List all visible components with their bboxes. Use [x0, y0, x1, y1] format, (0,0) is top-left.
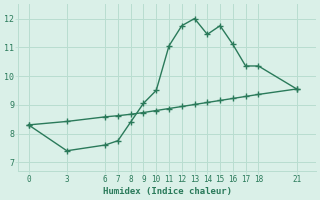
X-axis label: Humidex (Indice chaleur): Humidex (Indice chaleur): [103, 187, 232, 196]
